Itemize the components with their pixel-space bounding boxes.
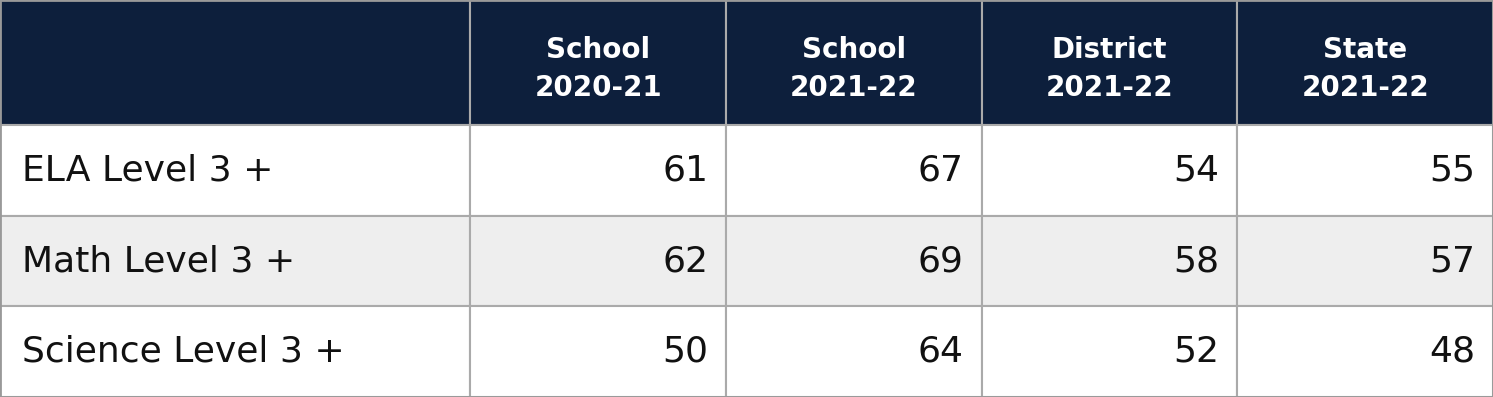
Bar <box>982 125 1238 216</box>
Text: 2021-22: 2021-22 <box>790 73 918 102</box>
Text: 61: 61 <box>661 153 708 187</box>
Bar <box>726 0 982 125</box>
Bar <box>982 216 1238 306</box>
Text: 58: 58 <box>1173 244 1220 278</box>
Bar <box>1238 306 1493 397</box>
Text: Math Level 3 +: Math Level 3 + <box>22 244 296 278</box>
Bar <box>1238 0 1493 125</box>
Bar <box>470 306 726 397</box>
Text: 69: 69 <box>918 244 964 278</box>
Text: 50: 50 <box>661 335 708 369</box>
Text: 54: 54 <box>1173 153 1220 187</box>
Text: 64: 64 <box>918 335 964 369</box>
Bar <box>0 306 470 397</box>
Text: ELA Level 3 +: ELA Level 3 + <box>22 153 273 187</box>
Bar <box>1238 125 1493 216</box>
Text: 55: 55 <box>1429 153 1475 187</box>
Text: 52: 52 <box>1173 335 1220 369</box>
Bar <box>0 0 470 125</box>
Bar <box>726 306 982 397</box>
Text: 2020-21: 2020-21 <box>534 73 661 102</box>
Bar <box>726 125 982 216</box>
Bar <box>0 216 470 306</box>
Text: School: School <box>546 36 649 64</box>
Text: District: District <box>1051 36 1168 64</box>
Text: 67: 67 <box>918 153 964 187</box>
Text: 2021-22: 2021-22 <box>1302 73 1429 102</box>
Text: 2021-22: 2021-22 <box>1045 73 1173 102</box>
Bar <box>726 216 982 306</box>
Bar <box>1238 216 1493 306</box>
Text: 57: 57 <box>1429 244 1475 278</box>
Bar <box>0 125 470 216</box>
Bar <box>470 216 726 306</box>
Text: School: School <box>802 36 906 64</box>
Text: 48: 48 <box>1429 335 1475 369</box>
Text: 62: 62 <box>661 244 708 278</box>
Text: Science Level 3 +: Science Level 3 + <box>22 335 345 369</box>
Bar <box>982 0 1238 125</box>
Bar <box>470 125 726 216</box>
Text: State: State <box>1323 36 1408 64</box>
Bar <box>470 0 726 125</box>
Bar <box>982 306 1238 397</box>
